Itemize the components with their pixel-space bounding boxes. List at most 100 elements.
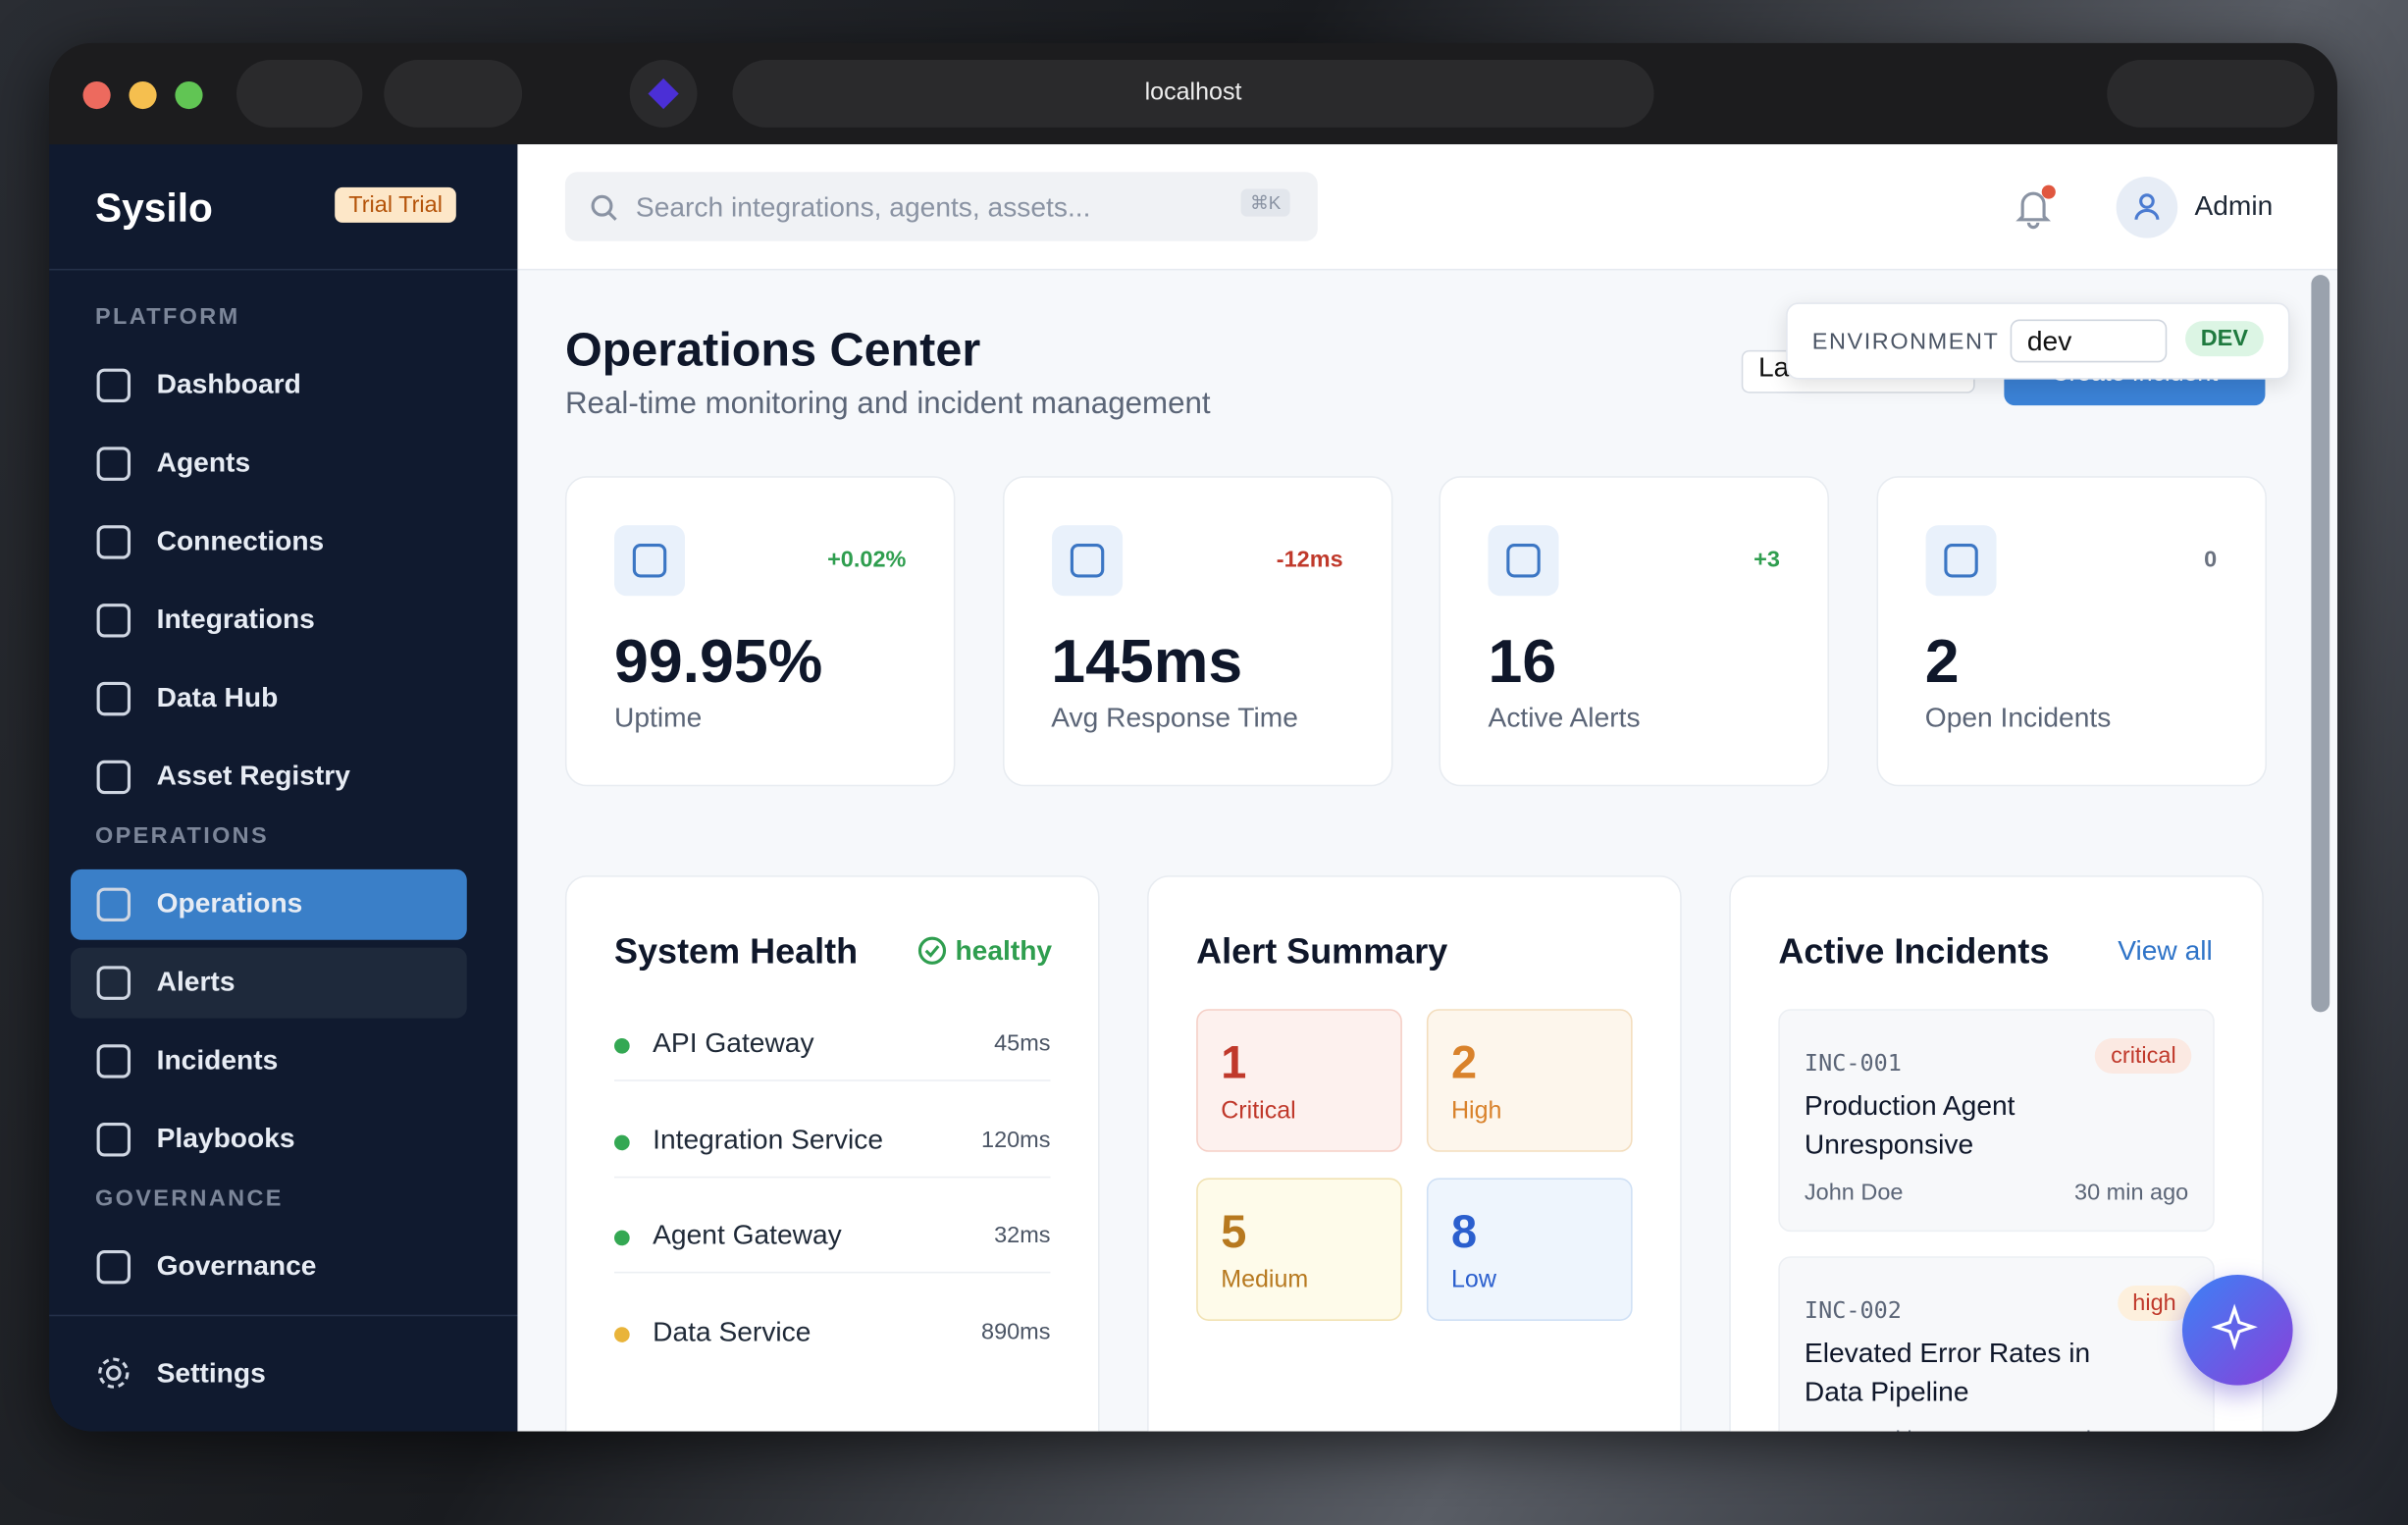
icon [96, 1044, 131, 1078]
system-health: System Health healthy API Gateway 45ms Int… [564, 875, 1100, 1432]
panel-title: System Health [614, 930, 859, 972]
search[interactable]: Search integrations, agents, assets... ⌘… [564, 172, 1318, 241]
nav-hover [70, 947, 467, 1019]
icon [96, 966, 131, 1000]
icon [1070, 544, 1104, 578]
nav-item[interactable]: Alerts [156, 966, 236, 997]
user-name[interactable]: Admin [2194, 190, 2274, 222]
alert-tile: 8 Low [1426, 1178, 1633, 1321]
nav-item[interactable]: Incidents [156, 1044, 279, 1076]
address-bar[interactable]: localhost [732, 60, 1654, 128]
nav-item[interactable]: Playbooks [156, 1123, 295, 1154]
nav-item[interactable]: Data Hub [156, 681, 279, 713]
assignee: Jane Smith [1805, 1427, 1919, 1432]
service-name: Data Service [653, 1315, 811, 1346]
stat-label: Avg Response Time [1051, 702, 1298, 733]
shortcut: ⌘K [1240, 188, 1290, 217]
health-status: healthy [955, 935, 1053, 967]
service-name: Integration Service [653, 1123, 884, 1155]
status-dot [614, 1133, 630, 1150]
alert-label: Low [1450, 1267, 1496, 1293]
icon [1506, 544, 1541, 578]
incident-card[interactable]: INC-001 critical Production Agent Unrespon… [1778, 1009, 2215, 1233]
stat-card: +3 16 Active Alerts [1439, 476, 1829, 787]
stat-icon [1488, 525, 1559, 597]
settings-icon [98, 1357, 130, 1389]
nav-item[interactable]: Governance [156, 1249, 317, 1282]
nav-active [70, 868, 467, 940]
status-dot [614, 1326, 630, 1342]
env-badge: DEV [2185, 321, 2264, 357]
nav-item[interactable]: Asset Registry [156, 760, 350, 792]
maximize[interactable] [175, 80, 203, 110]
trial-badge: Trial Trial [335, 186, 457, 223]
alert-count: 1 [1221, 1037, 1247, 1089]
alert-count: 2 [1450, 1037, 1478, 1089]
stat-card: -12ms 145ms Avg Response Time [1002, 476, 1392, 787]
row-divider [614, 1271, 1051, 1274]
avatar[interactable] [2116, 176, 2178, 238]
icon [96, 760, 131, 795]
stat-value: 16 [1488, 628, 1557, 696]
divider [49, 268, 518, 271]
stat-label: Uptime [614, 702, 703, 733]
icon [96, 887, 131, 922]
close[interactable] [82, 80, 111, 110]
env-select[interactable]: dev [2010, 319, 2168, 363]
section-title: GOVERNANCE [95, 1185, 284, 1212]
nav-item[interactable]: Operations [156, 887, 303, 919]
icon [96, 1123, 131, 1157]
nav-item[interactable]: Integrations [156, 604, 315, 635]
alert-count: 8 [1450, 1207, 1478, 1258]
browser-window: localhost Sysilo Trial Trial PLATFORM Das… [49, 42, 2338, 1432]
stat-icon [1924, 525, 1996, 597]
alert-label: High [1450, 1098, 1502, 1125]
stat-label: Active Alerts [1488, 702, 1641, 733]
icon [96, 604, 131, 638]
settings[interactable]: Settings [156, 1357, 266, 1389]
section-title: OPERATIONS [95, 822, 270, 850]
sidebar-toggle[interactable] [236, 60, 363, 128]
severity-badge: high [2117, 1285, 2192, 1321]
assistant-button[interactable] [2181, 1274, 2293, 1386]
page-subtitle: Real-time monitoring and incident manage… [564, 387, 1211, 421]
incident-title: Production Agent Unresponsive [1804, 1090, 2015, 1160]
icon [96, 1249, 131, 1285]
section-title: PLATFORM [95, 303, 240, 331]
toolbar[interactable] [2107, 60, 2315, 128]
incident-id: INC-002 [1804, 1295, 1902, 1325]
stat-card: +0.02% 99.95% Uptime [564, 476, 956, 787]
service-latency: 890ms [981, 1318, 1051, 1345]
nav-item[interactable]: Agents [156, 447, 251, 478]
nav-item[interactable]: Dashboard [156, 368, 301, 399]
nav: PLATFORM Dashboard Agents Connections Integr… [49, 270, 517, 1314]
alert-tile: 1 Critical [1196, 1009, 1402, 1152]
stat-change: 0 [2204, 547, 2218, 573]
row-divider [614, 1176, 1051, 1178]
url: localhost [1144, 79, 1242, 106]
stat-value: 145ms [1051, 628, 1243, 696]
nav-buttons[interactable] [384, 60, 523, 128]
alert-count: 5 [1221, 1207, 1247, 1258]
row-divider [614, 1079, 1051, 1081]
incident-time: 30 min ago [2074, 1179, 2189, 1206]
divider [49, 1314, 518, 1317]
stat-change: +0.02% [827, 547, 907, 573]
notifications[interactable] [2011, 184, 2057, 231]
view-all[interactable]: View all [2118, 935, 2213, 967]
nav-item[interactable]: Connections [156, 525, 325, 556]
scrollbar [2311, 275, 2330, 1013]
alert-tile: 2 High [1426, 1009, 1633, 1152]
service-name: Agent Gateway [653, 1219, 842, 1250]
incident-card[interactable]: INC-002 high Elevated Error Rates in Data … [1778, 1256, 2215, 1432]
stat-card: 0 2 Open Incidents [1875, 476, 2267, 787]
search-placeholder: Search integrations, agents, assets... [635, 191, 1091, 223]
assignee: John Doe [1804, 1179, 1904, 1206]
extension[interactable] [629, 60, 698, 128]
env-label: ENVIRONMENT [1811, 328, 2000, 355]
environment-panel: ENVIRONMENT dev DEV [1786, 302, 2290, 380]
minimize[interactable] [129, 80, 157, 110]
panel-title: Alert Summary [1196, 930, 1448, 972]
icon [632, 544, 667, 578]
